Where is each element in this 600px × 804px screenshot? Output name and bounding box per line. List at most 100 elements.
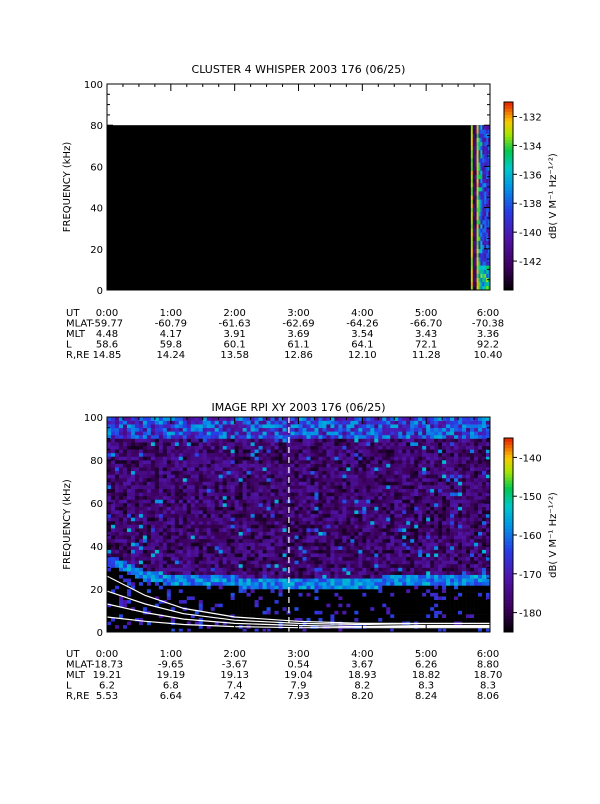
spectrogram-cell <box>167 578 171 582</box>
spectrogram-cell <box>231 464 235 468</box>
colorbar-tick-label: -134 <box>519 141 542 152</box>
spectrogram-cell <box>299 596 303 600</box>
spectrogram-cell <box>219 474 223 478</box>
spectrogram-cell <box>243 521 247 525</box>
spectrogram-cell <box>167 521 171 525</box>
spectrogram-cell <box>479 241 481 245</box>
spectrogram-cell <box>346 603 350 607</box>
spectrogram-cell <box>291 492 295 496</box>
spectrogram-cell <box>473 265 475 269</box>
spectrogram-cell <box>171 557 175 561</box>
spectrogram-cell <box>231 575 235 579</box>
spectrogram-cell <box>211 421 215 425</box>
spectrogram-cell <box>211 546 215 550</box>
spectrogram-cell <box>378 542 382 546</box>
spectrogram-cell <box>175 474 179 478</box>
spectrogram-cell <box>342 514 346 518</box>
spectrogram-cell <box>235 564 239 568</box>
ephemeris-value: 3.43 <box>415 329 437 340</box>
spectrogram-cell <box>306 442 310 446</box>
spectrogram-cell <box>187 464 191 468</box>
spectrogram-cell <box>267 578 271 582</box>
spectrogram-cell <box>263 571 267 575</box>
spectrogram-cell <box>374 471 378 475</box>
spectrogram-cell <box>195 428 199 432</box>
spectrogram-cell <box>322 546 326 550</box>
spectrogram-cell <box>179 496 183 500</box>
spectrogram-cell <box>199 496 203 500</box>
spectrogram-cell <box>191 507 195 511</box>
spectrogram-cell <box>187 499 191 503</box>
spectrogram-cell <box>147 532 151 536</box>
spectrogram-cell <box>119 571 123 575</box>
spectrogram-cell <box>370 575 374 579</box>
spectrogram-cell <box>123 424 127 428</box>
spectrogram-cell <box>119 424 123 428</box>
spectrogram-cell <box>255 542 259 546</box>
spectrogram-cell <box>259 474 263 478</box>
spectrogram-cell <box>299 431 303 435</box>
spectrogram-cell <box>179 528 183 532</box>
spectrogram-cell <box>306 568 310 572</box>
spectrogram-cell <box>163 453 167 457</box>
spectrogram-cell <box>271 578 275 582</box>
spectrogram-cell <box>471 249 473 253</box>
spectrogram-cell <box>219 568 223 572</box>
spectrogram-cell <box>235 603 239 607</box>
spectrogram-cell <box>299 550 303 554</box>
spectrogram-cell <box>203 582 207 586</box>
spectrogram-cell <box>139 578 143 582</box>
spectrogram-cell <box>143 532 147 536</box>
spectrogram-cell <box>235 532 239 536</box>
spectrogram-cell <box>175 424 179 428</box>
spectrogram-cell <box>231 571 235 575</box>
spectrogram-cell <box>147 550 151 554</box>
spectrogram-cell <box>247 593 251 597</box>
spectrogram-cell <box>354 585 358 589</box>
spectrogram-cell <box>366 467 370 471</box>
spectrogram-cell <box>223 446 227 450</box>
spectrogram-cell <box>310 596 314 600</box>
spectrogram-cell <box>215 528 219 532</box>
spectrogram-cell <box>143 510 147 514</box>
spectrogram-cell <box>175 600 179 604</box>
spectrogram-cell <box>147 521 151 525</box>
spectrogram-cell <box>191 503 195 507</box>
spectrogram-cell <box>247 528 251 532</box>
spectrogram-cell <box>310 614 314 618</box>
spectrogram-cell <box>386 614 390 618</box>
spectrogram-cell <box>378 421 382 425</box>
spectrogram-cell <box>147 553 151 557</box>
spectrogram-cell <box>183 467 187 471</box>
spectrogram-cell <box>295 446 299 450</box>
spectrogram-cell <box>378 603 382 607</box>
spectrogram-cell <box>314 489 318 493</box>
spectrogram-cell <box>342 428 346 432</box>
spectrogram-cell <box>394 603 398 607</box>
spectrogram-cell <box>271 460 275 464</box>
spectrogram-cell <box>239 428 243 432</box>
spectrogram-cell <box>390 539 394 543</box>
colorbar-segment <box>504 105 513 109</box>
spectrogram-cell <box>263 517 267 521</box>
spectrogram-cell <box>342 492 346 496</box>
spectrogram-cell <box>127 600 131 604</box>
spectrogram-cell <box>326 492 330 496</box>
colorbar-segment <box>504 162 513 166</box>
spectrogram-cell <box>386 517 390 521</box>
spectrogram-cell <box>346 614 350 618</box>
spectrogram-cell <box>263 489 267 493</box>
spectrogram-cell <box>251 525 255 529</box>
spectrogram-cell <box>267 485 271 489</box>
spectrogram-cell <box>482 179 484 183</box>
spectrogram-cell <box>334 611 338 615</box>
spectrogram-cell <box>477 154 479 158</box>
colorbar-segment <box>504 209 513 213</box>
spectrogram-cell <box>366 510 370 514</box>
spectrogram-cell <box>358 618 362 622</box>
colorbar-segment <box>504 237 513 241</box>
spectrogram-cell <box>255 571 259 575</box>
spectrogram-cell <box>362 596 366 600</box>
spectrogram-cell <box>390 471 394 475</box>
